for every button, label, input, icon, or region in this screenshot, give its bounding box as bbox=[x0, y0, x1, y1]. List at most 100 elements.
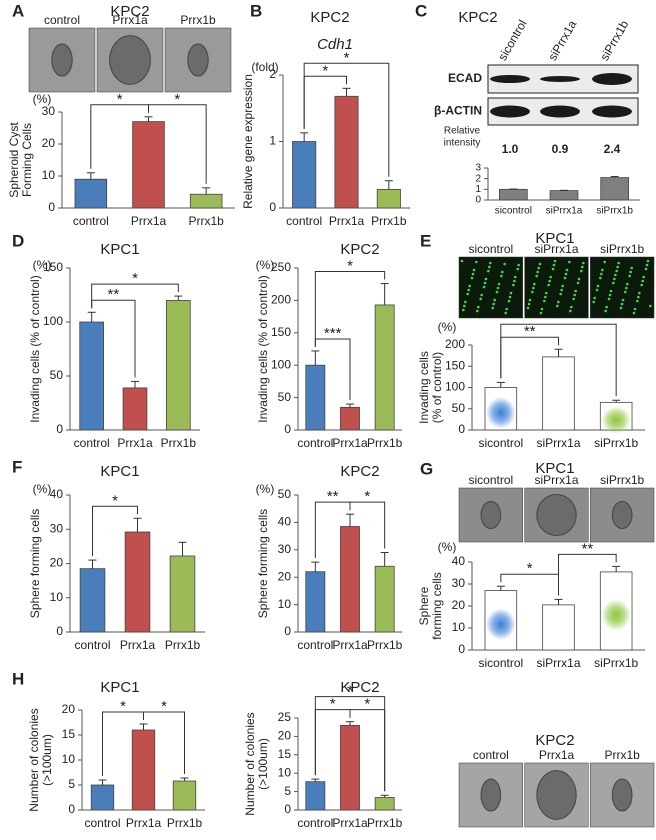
cell-dot bbox=[466, 292, 469, 296]
image-title: KPC1 bbox=[535, 230, 574, 247]
cell-dot bbox=[649, 304, 652, 308]
y-unit: (%) bbox=[256, 258, 275, 272]
error-bar bbox=[380, 283, 389, 305]
image-title: KPC1 bbox=[535, 460, 574, 477]
error-bar bbox=[139, 723, 148, 730]
y-unit: (%) bbox=[256, 482, 275, 496]
x-tick-label: Prrx1a bbox=[117, 436, 153, 450]
image-title: KPC2 bbox=[535, 732, 574, 749]
x-tick-label: sicontrol bbox=[478, 656, 523, 670]
y-axis-label: Sphere bbox=[417, 586, 431, 625]
x-tick-label: siPrrx1a bbox=[536, 436, 580, 450]
x-tick-label: Prrx1a bbox=[329, 214, 365, 228]
error-bar bbox=[496, 381, 505, 388]
error-bar bbox=[98, 779, 107, 785]
bar bbox=[131, 729, 156, 811]
bar bbox=[542, 356, 575, 431]
cell-dot bbox=[504, 311, 507, 315]
significance-bracket bbox=[92, 505, 138, 557]
significance-label: * bbox=[344, 49, 350, 66]
image-label: sicontrol bbox=[468, 242, 513, 256]
cell-dot bbox=[479, 297, 482, 301]
cell-dot bbox=[539, 311, 543, 315]
y-tick-label: 250 bbox=[271, 260, 291, 274]
y-unit: (%) bbox=[33, 258, 52, 272]
cell-dot bbox=[607, 297, 611, 301]
error-bar bbox=[144, 116, 153, 122]
cell-dot bbox=[538, 262, 542, 266]
cell-dot bbox=[533, 282, 536, 286]
cell-dot bbox=[463, 304, 466, 308]
blot-band bbox=[490, 75, 530, 83]
cell-dot bbox=[544, 295, 547, 299]
cell-dot bbox=[617, 261, 620, 265]
error-bar bbox=[610, 176, 619, 178]
y-tick-label: 5 bbox=[68, 777, 75, 791]
significance-label: *** bbox=[324, 325, 342, 342]
bar bbox=[124, 531, 151, 633]
cell-dot bbox=[629, 270, 632, 274]
panel-letter: F bbox=[12, 457, 22, 476]
image-label: Prrx1a bbox=[539, 748, 575, 762]
error-bar bbox=[202, 187, 211, 195]
image-label: siPrrx1b bbox=[600, 473, 644, 487]
panel-letter: D bbox=[12, 231, 24, 250]
cell-body bbox=[536, 493, 577, 537]
x-tick-label: Prrx1b bbox=[367, 816, 403, 830]
y-tick-label: 10 bbox=[62, 752, 76, 766]
x-tick-label: Prrx1a bbox=[126, 816, 162, 830]
cell-dot bbox=[470, 276, 474, 280]
cell-dot bbox=[612, 281, 615, 285]
blot-title: KPC2 bbox=[458, 9, 497, 26]
y-tick-label: 0 bbox=[56, 422, 63, 436]
image-label: Prrx1b bbox=[180, 13, 216, 27]
y-tick-label: 30 bbox=[42, 104, 56, 118]
cell-dot bbox=[570, 305, 573, 309]
blot-row-label: β-ACTIN bbox=[434, 104, 482, 118]
bar bbox=[90, 784, 115, 811]
y-tick-label: 50 bbox=[278, 487, 292, 501]
cell-dot bbox=[628, 274, 631, 278]
y-tick-label: 0 bbox=[458, 642, 465, 656]
cell-dot bbox=[568, 260, 571, 264]
cell-dot bbox=[549, 275, 552, 279]
cell-dot bbox=[516, 267, 519, 271]
bar bbox=[334, 95, 359, 209]
x-tick-label: Prrx1b bbox=[367, 638, 403, 652]
x-tick-label: control bbox=[297, 436, 333, 450]
x-tick-label: Prrx1b bbox=[371, 214, 407, 228]
cell-dot bbox=[496, 286, 500, 290]
y-tick-label: 200 bbox=[445, 337, 465, 351]
y-tick-label: 20 bbox=[278, 729, 292, 743]
y-tick-label: 3 bbox=[475, 163, 481, 174]
cell-dot bbox=[503, 262, 506, 266]
y-tick-label: 2 bbox=[475, 173, 481, 184]
significance-label: * bbox=[117, 91, 123, 108]
error-bar bbox=[612, 399, 621, 403]
bar bbox=[305, 781, 326, 811]
cell-dot bbox=[609, 289, 613, 293]
y-axis-label: Forming Cells bbox=[20, 123, 34, 197]
bar bbox=[166, 299, 191, 431]
cell-dot bbox=[484, 277, 488, 281]
x-tick-label: control bbox=[74, 638, 110, 652]
cell-dot bbox=[489, 261, 492, 265]
cell-dot bbox=[593, 296, 596, 300]
cell-dot bbox=[619, 306, 623, 310]
cell-dot bbox=[616, 265, 619, 269]
y-tick-label: 0 bbox=[68, 802, 75, 816]
cell-body bbox=[536, 770, 577, 820]
y-axis-label: Sphere forming cells bbox=[28, 509, 42, 618]
cell-dot bbox=[565, 268, 569, 272]
cell-dot bbox=[553, 259, 557, 263]
significance-label: * bbox=[112, 492, 118, 509]
x-tick-label: siPrrx1b bbox=[596, 206, 633, 217]
y-tick-label: 0 bbox=[475, 195, 481, 206]
x-tick-label: control bbox=[74, 436, 110, 450]
y-axis-label: (>100um) bbox=[40, 734, 54, 786]
bar bbox=[292, 141, 317, 209]
bar bbox=[122, 387, 148, 431]
error-bar bbox=[554, 348, 563, 357]
cell-dot bbox=[572, 297, 575, 301]
y-tick-label: 0 bbox=[269, 200, 276, 214]
